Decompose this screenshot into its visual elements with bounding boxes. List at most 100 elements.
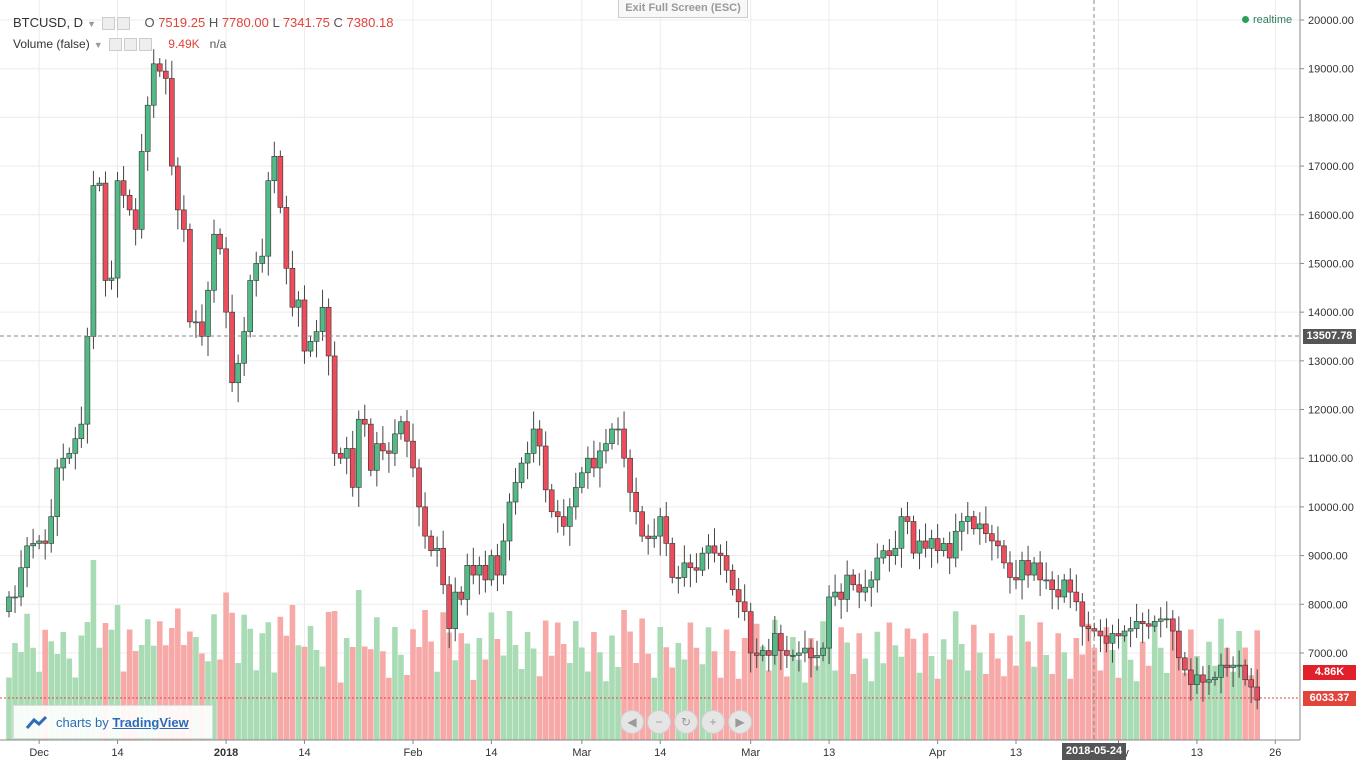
volume-bar-down — [747, 645, 754, 740]
settings-icon[interactable] — [123, 38, 137, 52]
candle-up — [295, 299, 302, 308]
eye-icon[interactable] — [108, 38, 122, 52]
volume-bar-down — [440, 612, 446, 740]
volume-bar-up — [398, 654, 404, 740]
volume-bar-down — [922, 633, 929, 740]
volume-bar-down — [289, 605, 296, 740]
volume-bar-up — [603, 681, 609, 740]
price-tick-label: 20000.00 — [1308, 15, 1354, 27]
candle-up — [892, 547, 899, 556]
volume-bar-up — [928, 656, 935, 740]
candle-down — [717, 552, 724, 556]
tradingview-branding[interactable]: charts by TradingView — [13, 705, 213, 739]
low-label: L — [272, 15, 280, 30]
volume-bar-down — [1073, 638, 1080, 740]
volume-bar-down — [591, 632, 597, 740]
volume-bar-down — [410, 629, 416, 740]
settings-icon[interactable] — [116, 17, 130, 31]
candle-down — [337, 453, 344, 459]
candle-up — [705, 545, 712, 554]
volume-bar-up — [235, 663, 241, 740]
candle-up — [241, 331, 247, 364]
candle-down — [1055, 589, 1062, 598]
volume-title[interactable]: Volume (false) — [13, 37, 90, 51]
volume-bar-up — [355, 590, 362, 740]
volume-bar-down — [1115, 677, 1122, 740]
volume-bar-up — [18, 652, 24, 740]
volume-bar-up — [271, 672, 278, 740]
volume-bar-down — [765, 670, 772, 740]
chevron-down-icon[interactable]: ▼ — [87, 18, 96, 29]
candle-down — [132, 209, 139, 230]
zoom-in-icon[interactable]: + — [701, 710, 725, 734]
volume-bar-up — [826, 622, 832, 740]
candle-up — [60, 457, 67, 469]
volume-bar-up — [759, 646, 766, 740]
volume-bar-down — [560, 644, 567, 740]
candle-down — [1242, 664, 1248, 681]
volume-bar-down — [1097, 670, 1104, 740]
candle-up — [802, 647, 808, 654]
volume-bar-down — [187, 631, 193, 740]
volume-bar-up — [114, 605, 121, 740]
eye-icon[interactable] — [101, 17, 115, 31]
candle-down — [1115, 633, 1122, 637]
volume-bar-down — [404, 675, 410, 740]
volume-bar-down — [741, 638, 748, 740]
volume-bar-up — [1019, 615, 1025, 740]
symbol-title[interactable]: BTCUSD, D — [13, 15, 84, 30]
candle-up — [772, 633, 778, 656]
candle-down — [554, 511, 561, 517]
close-icon[interactable] — [138, 38, 152, 52]
candle-down — [331, 355, 338, 454]
volume-value: 9.49K — [168, 37, 200, 51]
time-tick-label: 13 — [1010, 747, 1022, 759]
volume-bar-down — [723, 629, 730, 740]
candle-up — [814, 655, 820, 659]
volume-bar-up — [615, 667, 621, 740]
volume-bar-up — [892, 645, 899, 740]
volume-bar-down — [102, 623, 109, 740]
time-tick-label: Apr — [929, 747, 946, 759]
volume-bar-down — [349, 647, 356, 740]
price-tick-label: 14000.00 — [1308, 307, 1354, 319]
chevron-right-icon[interactable]: ▶ — [728, 710, 752, 734]
candle-down — [277, 156, 284, 208]
zoom-out-icon[interactable]: − — [647, 710, 671, 734]
candle-up — [898, 516, 905, 549]
candle-up — [476, 565, 483, 576]
candle-down — [181, 209, 187, 230]
volume-bar-down — [971, 624, 977, 740]
reset-icon[interactable]: ↻ — [674, 710, 698, 734]
candle-up — [681, 562, 688, 578]
volume-bar-down — [132, 651, 139, 740]
chevron-left-icon[interactable]: ◀ — [620, 710, 644, 734]
tradingview-link[interactable]: TradingView — [112, 715, 189, 730]
candle-up — [1019, 560, 1025, 581]
candle-down — [784, 650, 790, 656]
volume-bar-down — [946, 659, 953, 740]
candle-up — [573, 487, 579, 508]
volume-bar-down — [368, 649, 374, 740]
volume-bar-up — [772, 619, 778, 740]
candle-down — [446, 584, 452, 629]
volume-bar-up — [434, 671, 440, 740]
candle-down — [1037, 562, 1043, 581]
volume-bar-down — [162, 645, 169, 740]
chart-navigation: ◀ − ↻ + ▶ — [620, 710, 755, 734]
candle-up — [319, 306, 326, 332]
volume-bar-down — [482, 659, 489, 740]
chevron-down-icon[interactable]: ▼ — [93, 39, 103, 50]
candle-up — [585, 457, 591, 474]
candle-up — [343, 448, 350, 459]
candle-up — [603, 443, 609, 452]
volume-bar-down — [1085, 623, 1092, 740]
exit-fullscreen-button[interactable]: Exit Full Screen (ESC) — [618, 0, 748, 18]
candle-down — [1013, 577, 1019, 581]
volume-bar-down — [838, 627, 844, 740]
volume-bar-down — [422, 610, 428, 740]
candle-down — [621, 428, 627, 459]
candle-down — [711, 545, 718, 554]
volume-bar-up — [814, 665, 820, 740]
